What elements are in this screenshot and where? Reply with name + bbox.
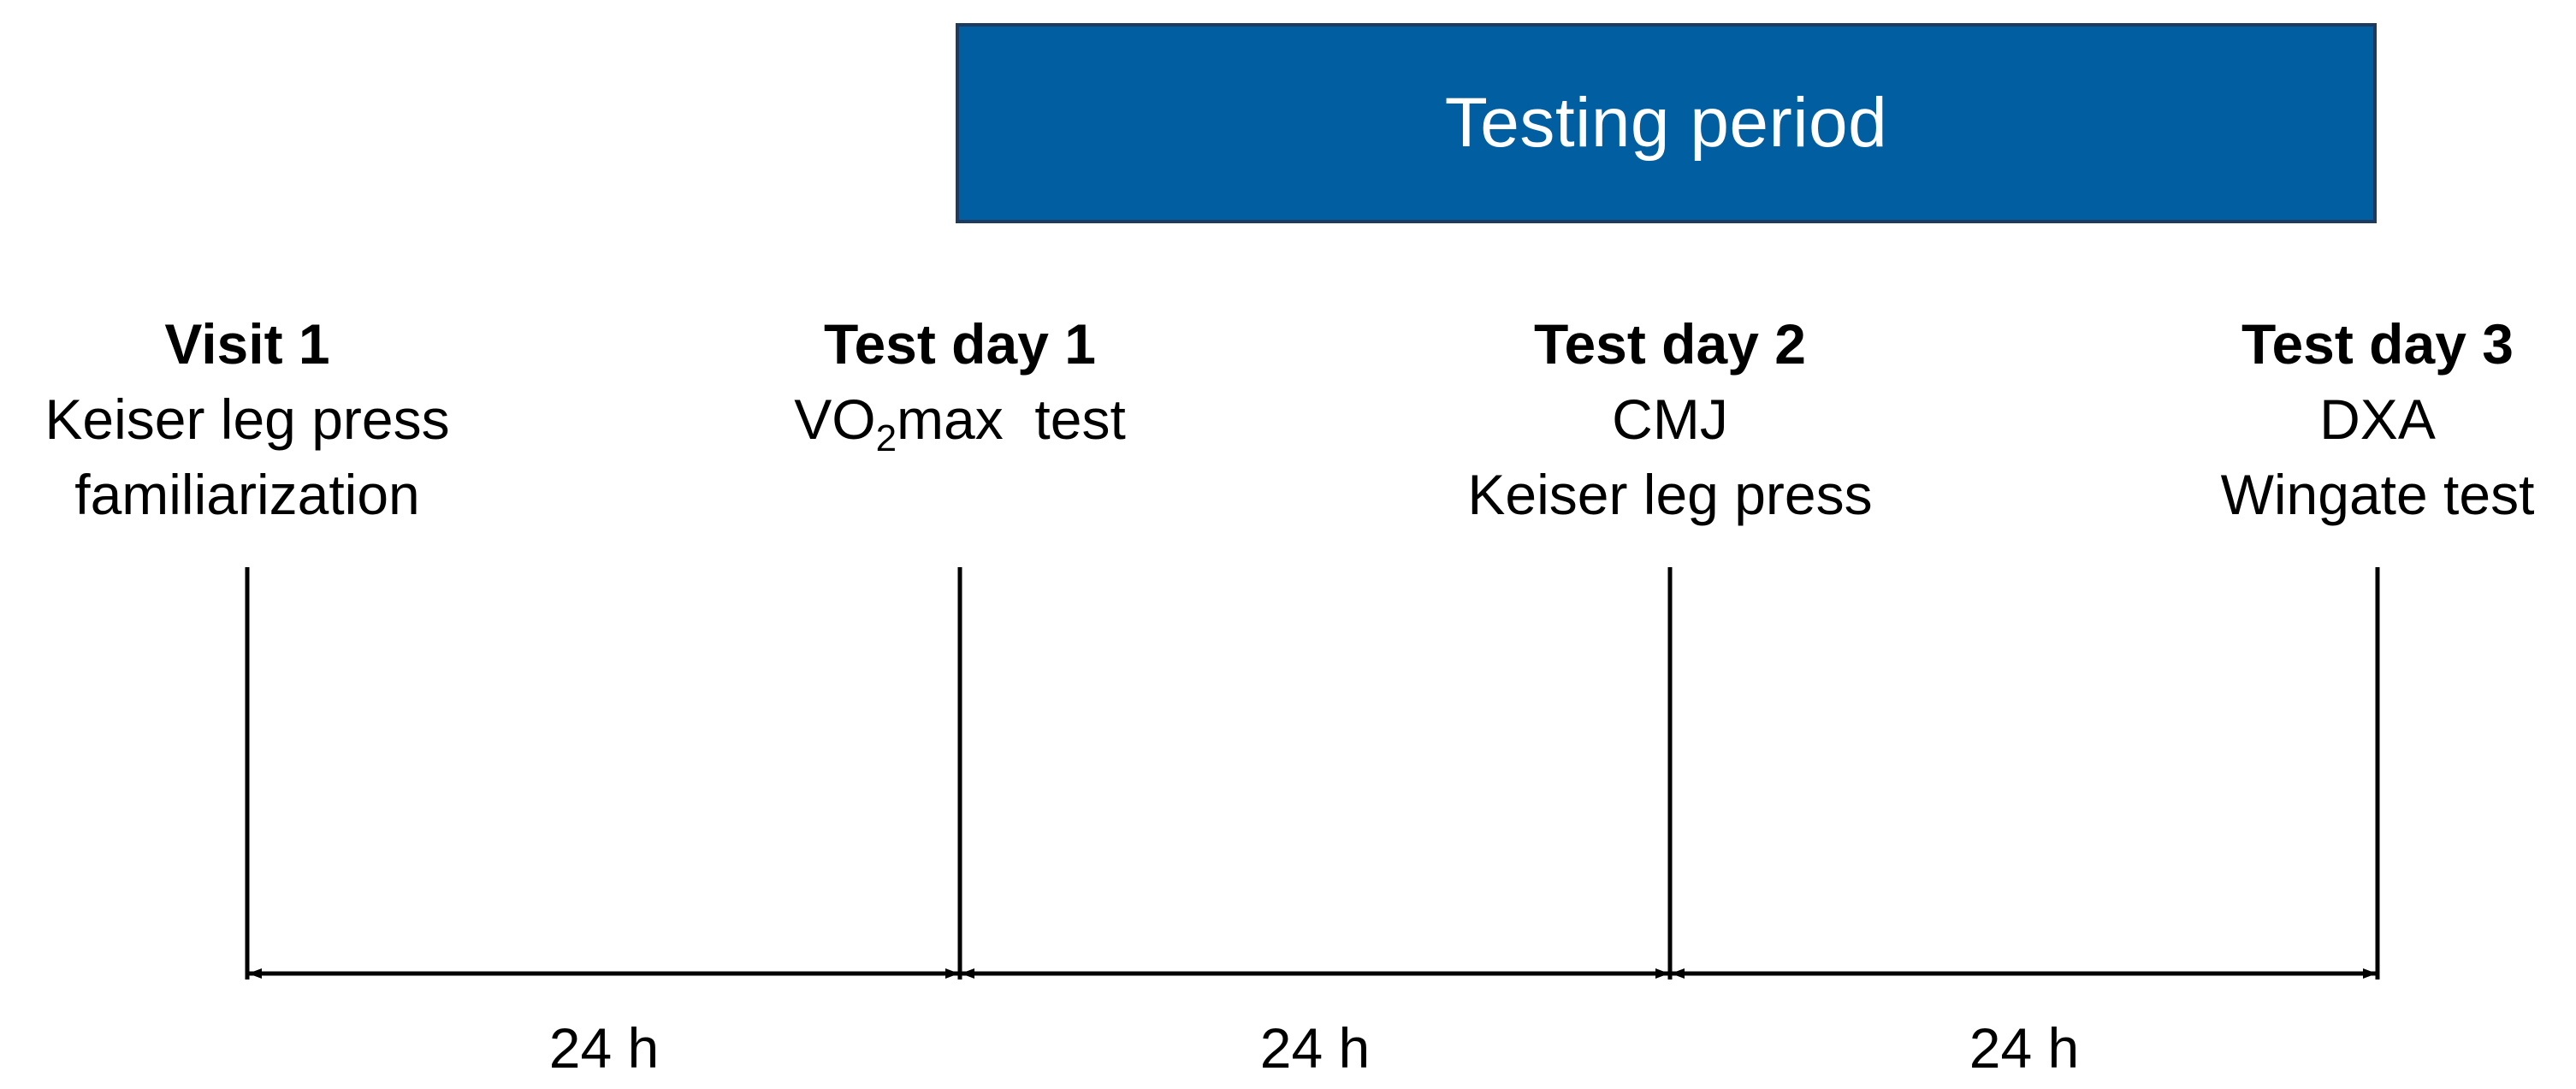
test-day-2-block: Test day 2 CMJ Keiser leg press [1396, 306, 1944, 532]
visit-1-line-1: Keiser leg press [44, 388, 450, 451]
test-day-3-line-2: Wingate test [2220, 463, 2535, 526]
test-day-1-title: Test day 1 [824, 312, 1096, 376]
interval-2-label: 24 h [1259, 1016, 1371, 1080]
test-day-2-title: Test day 2 [1534, 312, 1806, 376]
vo2max-subscript: 2 [875, 417, 897, 459]
test-day-3-title: Test day 3 [2241, 312, 2514, 376]
test-day-1-block: Test day 1 VO2max test [686, 306, 1234, 459]
test-day-3-line-1: DXA [2319, 388, 2436, 451]
vo2max-suffix: max test [897, 388, 1126, 451]
testing-period-banner: Testing period [956, 23, 2377, 223]
visit-1-block: Visit 1 Keiser leg press familiarization [0, 306, 521, 532]
testing-period-label: Testing period [1444, 84, 1888, 162]
visit-1-line-2: familiarization [74, 463, 420, 526]
interval-1-label: 24 h [548, 1016, 660, 1080]
visit-1-title: Visit 1 [164, 312, 330, 376]
test-day-3-block: Test day 3 DXA Wingate test [2104, 306, 2576, 532]
test-day-2-line-1: CMJ [1612, 388, 1728, 451]
test-day-1-line-1: VO2max test [686, 382, 1234, 459]
interval-3-label: 24 h [1969, 1016, 2080, 1080]
test-day-2-line-2: Keiser leg press [1467, 463, 1873, 526]
vo2max-prefix: VO [794, 388, 876, 451]
